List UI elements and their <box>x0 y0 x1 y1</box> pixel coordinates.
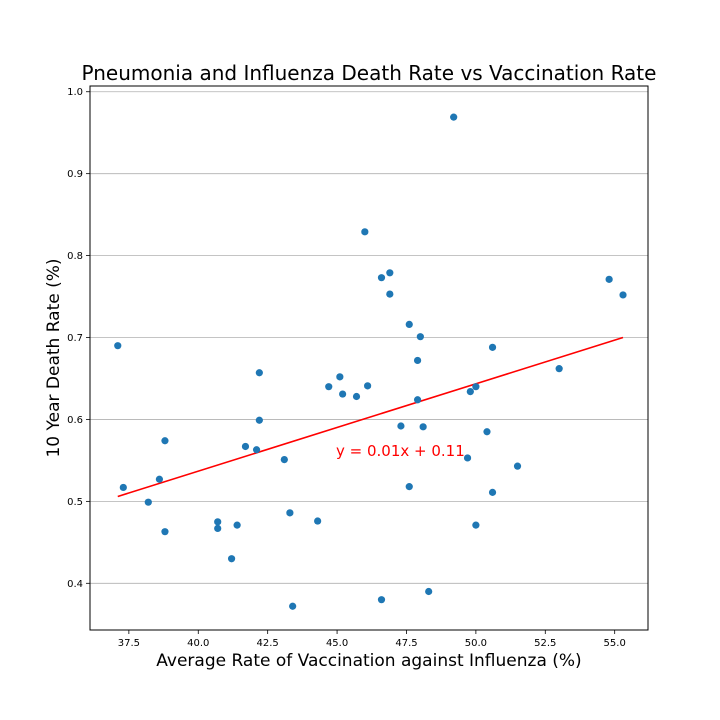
x-tick-label: 40.0 <box>187 638 209 649</box>
data-point <box>336 373 344 381</box>
data-point <box>161 528 169 536</box>
data-point <box>314 517 322 525</box>
data-point <box>364 382 372 390</box>
plot-frame <box>89 85 649 631</box>
data-point <box>605 275 613 283</box>
y-tick-label: 0.8 <box>67 251 83 262</box>
data-point <box>463 454 472 462</box>
data-point <box>472 521 480 529</box>
data-point <box>425 587 433 596</box>
data-point <box>114 342 122 350</box>
data-point <box>377 596 386 604</box>
y-tick-label: 0.9 <box>67 169 83 180</box>
regression-line-group <box>117 336 624 498</box>
data-point <box>483 428 491 436</box>
data-point <box>325 383 333 391</box>
data-point <box>488 488 497 496</box>
data-point <box>280 455 288 464</box>
data-point <box>488 343 497 351</box>
data-point <box>255 369 263 377</box>
data-point <box>413 396 422 404</box>
data-point <box>214 524 222 533</box>
data-point <box>289 602 297 610</box>
data-point <box>233 521 241 529</box>
data-point <box>397 422 405 430</box>
data-point <box>214 518 222 526</box>
data-point <box>286 509 294 517</box>
data-point <box>386 290 394 298</box>
data-point <box>144 498 152 506</box>
x-tick-label: 55.0 <box>604 638 626 649</box>
x-tick-label: 45.0 <box>326 638 348 649</box>
data-point <box>361 228 369 236</box>
data-point <box>405 483 413 491</box>
y-tick-label: 0.7 <box>67 333 83 344</box>
data-point <box>386 269 394 277</box>
data-point <box>155 475 164 483</box>
y-tick-label: 0.6 <box>67 415 83 426</box>
data-point <box>619 291 627 299</box>
data-point <box>466 387 474 396</box>
x-tick-label: 47.5 <box>395 638 417 649</box>
data-point <box>119 483 127 492</box>
data-point <box>377 274 386 282</box>
x-tick-label: 37.5 <box>118 638 140 649</box>
data-points <box>114 113 627 610</box>
data-point <box>416 333 424 341</box>
gridlines <box>90 91 648 584</box>
y-tick-label: 0.5 <box>67 497 83 508</box>
data-point <box>241 442 250 451</box>
data-point <box>413 356 422 365</box>
x-tick-label: 52.5 <box>534 638 556 649</box>
y-tick-label: 0.4 <box>67 579 83 590</box>
data-point <box>255 416 263 424</box>
data-point <box>513 462 522 470</box>
x-tick-label: 50.0 <box>465 638 487 649</box>
data-point <box>161 437 169 445</box>
data-point <box>405 320 413 329</box>
regression-line <box>117 336 624 498</box>
chart-title: Pneumonia and Influenza Death Rate vs Va… <box>82 61 657 85</box>
x-axis-label: Average Rate of Vaccination against Infl… <box>156 651 581 671</box>
data-point <box>352 392 361 401</box>
x-tick-label: 42.5 <box>257 638 279 649</box>
data-point <box>419 423 427 431</box>
x-axis-ticks: 37.5 40.0 42.5 45.0 47.5 50.0 52.5 55.0 <box>118 630 626 649</box>
data-point <box>450 113 458 121</box>
data-point <box>555 365 563 373</box>
data-point <box>339 390 347 398</box>
data-point <box>472 383 480 391</box>
data-point <box>227 555 236 563</box>
y-axis-label: 10 Year Death Rate (%) <box>44 258 64 457</box>
y-axis-ticks: 0.4 0.5 0.6 0.7 0.8 0.9 1.0 <box>67 87 90 590</box>
y-tick-label: 1.0 <box>67 87 83 98</box>
data-point <box>252 446 261 454</box>
regression-equation: y = 0.01x + 0.11 <box>336 442 465 460</box>
